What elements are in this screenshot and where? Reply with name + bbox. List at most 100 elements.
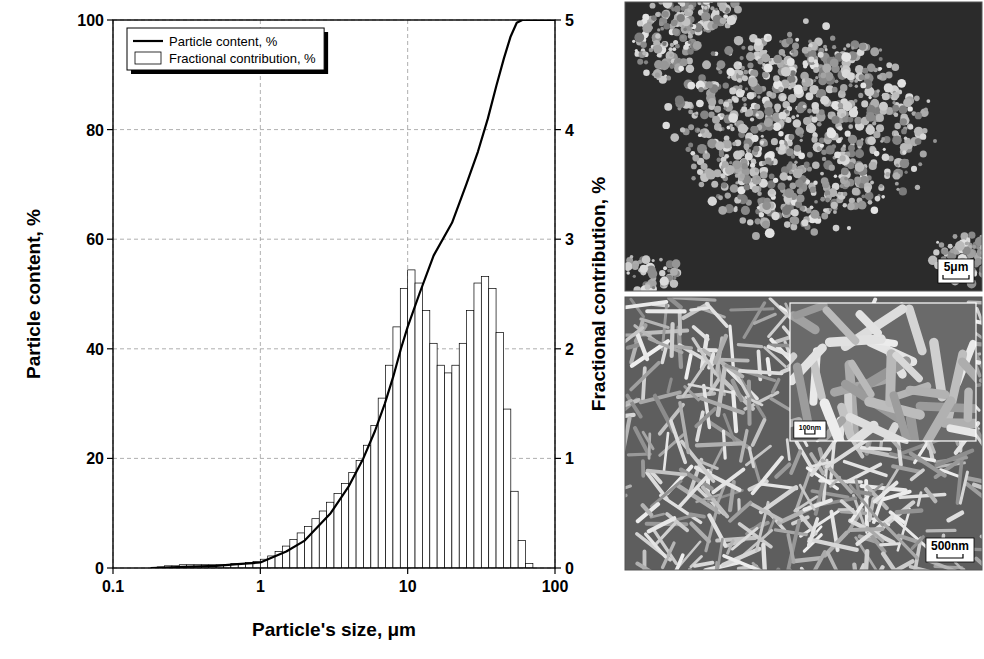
legend-line-swatch	[133, 40, 163, 42]
particle-texture	[640, 265, 648, 273]
y-tick	[107, 239, 113, 240]
rod-texture	[689, 384, 734, 392]
particle-texture	[640, 41, 646, 47]
rod-texture	[690, 514, 704, 516]
particle-texture	[830, 36, 835, 41]
rod-texture	[707, 304, 727, 326]
inset-rod-texture	[944, 423, 976, 424]
particle-texture	[807, 109, 812, 114]
particle-texture	[744, 144, 750, 150]
particle-texture	[741, 206, 750, 215]
particle-texture	[764, 34, 772, 42]
rod-texture	[927, 529, 955, 533]
particle-texture	[637, 20, 643, 26]
rod-texture	[647, 309, 684, 313]
particle-texture	[859, 183, 864, 188]
particle-texture	[781, 67, 791, 77]
particle-texture	[653, 69, 662, 78]
particle-texture	[695, 128, 701, 134]
particle-texture	[675, 44, 680, 49]
rod-texture	[861, 448, 890, 450]
rod-texture	[850, 521, 893, 543]
particle-texture	[807, 124, 817, 134]
y2-tick	[555, 458, 561, 459]
particle-texture	[914, 96, 920, 102]
rod-texture	[691, 524, 709, 542]
rod-texture	[867, 528, 883, 542]
rod-texture	[740, 371, 782, 373]
scale-bar-label: 500nm	[931, 539, 969, 553]
particle-texture	[721, 182, 727, 188]
inset-rod-texture	[964, 392, 973, 418]
particle-texture	[663, 2, 672, 8]
image-border	[625, 297, 982, 570]
particle-texture	[876, 124, 884, 132]
particle-texture	[717, 60, 726, 69]
rod-texture	[754, 314, 775, 323]
particle-texture	[936, 241, 939, 244]
particle-texture	[810, 210, 819, 219]
rod-texture	[960, 472, 967, 503]
particle-texture	[838, 192, 842, 196]
x-tick	[407, 568, 408, 574]
particle-texture	[858, 201, 867, 210]
rod-texture	[788, 521, 799, 569]
particle-texture	[717, 157, 722, 162]
histogram-bar	[430, 343, 437, 568]
particle-texture	[655, 12, 660, 17]
particle-texture	[672, 28, 679, 35]
image-background	[625, 297, 982, 570]
rod-texture	[787, 440, 789, 460]
particle-texture	[773, 75, 780, 82]
particle-texture	[733, 97, 739, 103]
x-tick	[554, 568, 555, 574]
particle-texture	[734, 36, 744, 46]
particle-texture	[760, 171, 768, 179]
histogram-bar	[422, 310, 429, 568]
particle-texture	[742, 97, 747, 102]
rod-texture	[694, 327, 708, 339]
rod-texture	[683, 304, 707, 318]
particle-texture	[786, 37, 793, 44]
image-content	[625, 297, 982, 570]
particle-texture	[942, 249, 948, 255]
particle-texture	[738, 70, 743, 75]
particle-texture	[761, 135, 764, 138]
particle-texture	[791, 49, 799, 57]
particle-texture	[688, 142, 693, 147]
particle-texture	[915, 185, 920, 190]
particle-texture	[881, 137, 885, 141]
particle-texture	[825, 145, 834, 154]
rod-texture	[771, 399, 792, 412]
particle-texture	[856, 140, 863, 147]
particle-texture	[807, 47, 812, 52]
particle-texture	[653, 45, 662, 54]
particle-texture	[742, 75, 748, 81]
rod-texture	[731, 309, 773, 310]
rod-texture	[751, 504, 781, 520]
legend-label: Fractional contribution, %	[169, 51, 316, 66]
x-tick	[260, 568, 261, 574]
particle-texture	[718, 127, 722, 131]
particle-texture	[700, 129, 705, 134]
particle-texture	[633, 286, 641, 291]
inset-rod-texture	[910, 390, 945, 395]
inset-rod-texture	[909, 309, 922, 351]
particle-texture	[751, 135, 758, 142]
rod-texture	[641, 319, 668, 327]
particle-texture	[778, 131, 783, 136]
particle-texture	[791, 115, 795, 119]
histogram-bar	[474, 283, 481, 568]
particle-texture	[820, 143, 824, 147]
particle-texture	[886, 72, 893, 79]
particle-texture	[894, 131, 898, 135]
rod-texture	[651, 481, 681, 506]
particle-texture	[870, 47, 879, 56]
scale-bar-label: 100nm	[799, 424, 821, 431]
rod-texture	[728, 541, 733, 554]
particle-texture	[841, 167, 849, 175]
y-tick	[107, 19, 113, 20]
rod-texture	[713, 469, 743, 492]
scale-bar-box	[926, 538, 974, 562]
rod-texture	[811, 552, 825, 570]
